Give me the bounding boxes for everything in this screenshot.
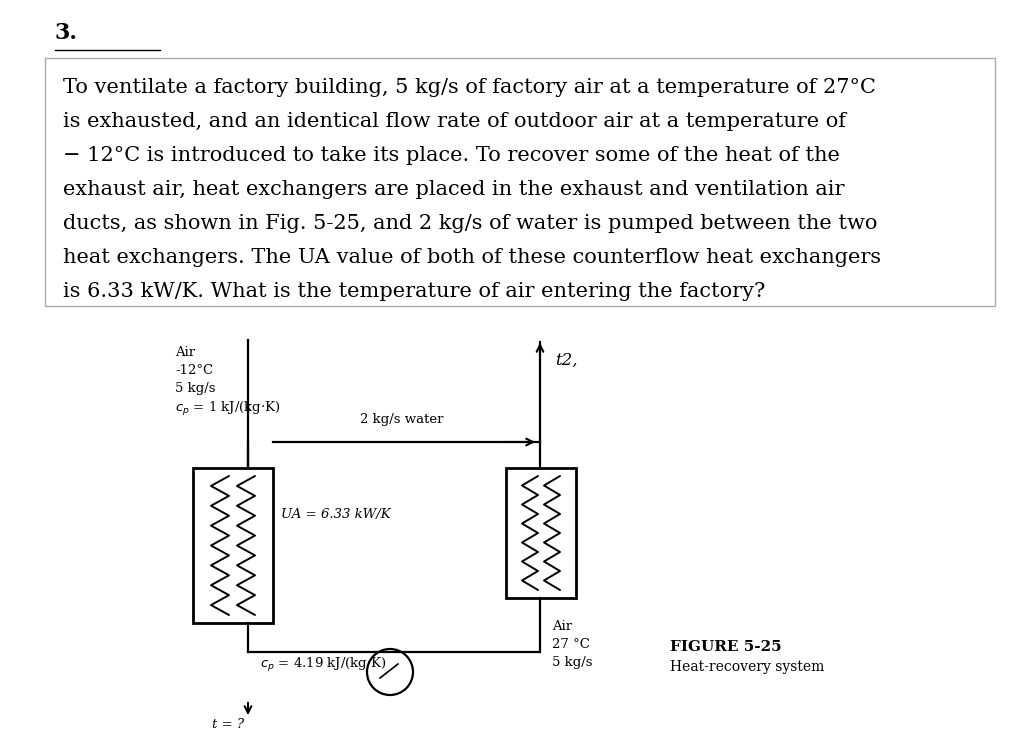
Text: 2 kg/s water: 2 kg/s water xyxy=(359,413,443,426)
Text: Air: Air xyxy=(175,346,196,359)
Text: UA = 6.33 kW/K: UA = 6.33 kW/K xyxy=(281,508,390,521)
Text: heat exchangers. The UA value of both of these counterflow heat exchangers: heat exchangers. The UA value of both of… xyxy=(63,248,881,267)
Text: is exhausted, and an identical flow rate of outdoor air at a temperature of: is exhausted, and an identical flow rate… xyxy=(63,112,846,131)
Text: Heat-recovery system: Heat-recovery system xyxy=(670,660,824,674)
Text: Air: Air xyxy=(552,620,572,633)
Bar xyxy=(506,468,575,598)
Text: exhaust air, heat exchangers are placed in the exhaust and ventilation air: exhaust air, heat exchangers are placed … xyxy=(63,180,845,199)
Text: FIGURE 5-25: FIGURE 5-25 xyxy=(670,640,781,654)
Text: t = ?: t = ? xyxy=(212,718,244,730)
Text: 27 °C: 27 °C xyxy=(552,638,590,651)
Text: -12°C: -12°C xyxy=(175,364,213,377)
Text: − 12°C is introduced to take its place. To recover some of the heat of the: − 12°C is introduced to take its place. … xyxy=(63,146,840,165)
Text: is 6.33 kW/K. What is the temperature of air entering the factory?: is 6.33 kW/K. What is the temperature of… xyxy=(63,282,765,301)
Text: 3.: 3. xyxy=(55,22,78,44)
Text: t2,: t2, xyxy=(555,352,578,369)
Text: $c_p$ = 4.19 kJ/(kg·K): $c_p$ = 4.19 kJ/(kg·K) xyxy=(260,656,386,674)
Text: 5 kg/s: 5 kg/s xyxy=(552,656,593,669)
Text: To ventilate a factory building, 5 kg/s of factory air at a temperature of 27°C: To ventilate a factory building, 5 kg/s … xyxy=(63,78,876,97)
Text: $c_p$ = 1 kJ/(kg·K): $c_p$ = 1 kJ/(kg·K) xyxy=(175,400,281,418)
Text: 5 kg/s: 5 kg/s xyxy=(175,382,215,395)
Bar xyxy=(45,58,995,306)
Text: ducts, as shown in Fig. 5-25, and 2 kg/s of water is pumped between the two: ducts, as shown in Fig. 5-25, and 2 kg/s… xyxy=(63,214,878,233)
Bar xyxy=(193,468,273,623)
